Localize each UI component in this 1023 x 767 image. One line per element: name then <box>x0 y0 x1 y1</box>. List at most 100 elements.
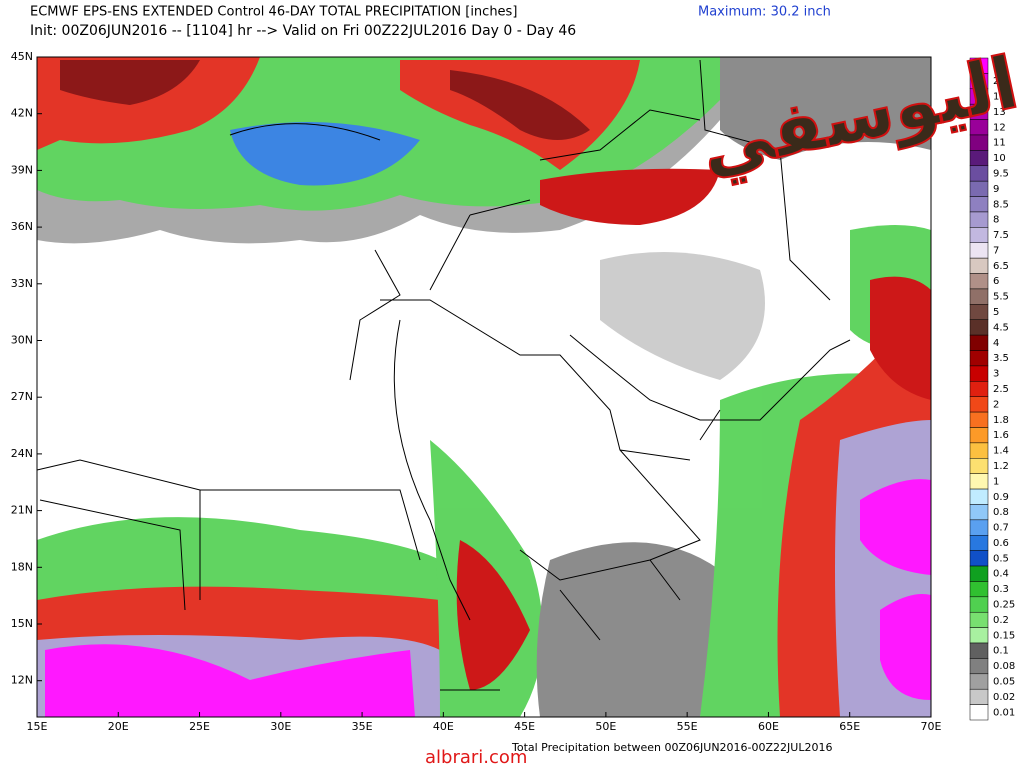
lon-labels: 15E 20E 25E 30E 35E 40E 45E 50E 55E 60E 65E 70E <box>27 712 941 733</box>
colorbar-label: 11 <box>993 138 1006 149</box>
colorbar-box <box>969 442 989 459</box>
colorbar-label: 0.2 <box>993 615 1009 626</box>
colorbar-label: 0.08 <box>993 661 1015 672</box>
lon-label: 25E <box>189 720 210 733</box>
colorbar-label: 0.01 <box>993 707 1015 718</box>
colorbar-box <box>969 596 989 613</box>
colorbar-box <box>969 658 989 675</box>
lat-label: 27N <box>11 390 33 403</box>
colorbar-box <box>969 458 989 474</box>
colorbar-box <box>969 180 989 197</box>
colorbar-label: 0.4 <box>993 569 1009 580</box>
colorbar-box <box>969 242 989 259</box>
colorbar-label: 7 <box>993 245 999 256</box>
colorbar-label: 10 <box>993 153 1006 164</box>
colorbar-label: 0.25 <box>993 600 1015 611</box>
colorbar-label: 1.8 <box>993 415 1009 426</box>
lon-label: 70E <box>920 720 941 733</box>
lon-label: 30E <box>270 720 291 733</box>
colorbar-label: 25 <box>993 61 1006 72</box>
colorbar-box <box>969 688 989 705</box>
colorbar-label: 3.5 <box>993 353 1009 364</box>
colorbar-label: 0.1 <box>993 646 1009 657</box>
lat-label: 36N <box>11 220 33 233</box>
colorbar-box <box>969 427 989 444</box>
colorbar-box <box>969 488 989 505</box>
colorbar-box <box>969 227 989 243</box>
colorbar-label: 1.4 <box>993 446 1009 457</box>
colorbar-box <box>969 473 989 490</box>
colorbar-box <box>969 704 989 721</box>
colorbar-box <box>969 673 989 690</box>
colorbar-label: 3 <box>993 369 999 380</box>
lat-label: 24N <box>11 447 33 460</box>
colorbar-box <box>969 642 989 659</box>
subtitle: Init: 00Z06JUN2016 -- [1104] hr --> Vali… <box>30 23 576 39</box>
colorbar-box <box>969 165 989 182</box>
colorbar-box <box>969 288 989 305</box>
colorbar-label: 5.5 <box>993 292 1009 303</box>
colorbar-box <box>969 134 989 151</box>
colorbar-label: 5 <box>993 307 999 318</box>
colorbar-label: 0.15 <box>993 630 1015 641</box>
lon-label: 20E <box>108 720 129 733</box>
lon-label: 60E <box>758 720 779 733</box>
colorbar-label: 0.02 <box>993 692 1015 703</box>
colorbar-box <box>969 211 989 228</box>
colorbar-box <box>969 411 989 428</box>
colorbar-label: 0.5 <box>993 553 1009 564</box>
colorbar-label: 1.2 <box>993 461 1009 472</box>
lat-label: 15N <box>11 617 33 630</box>
colorbar-box <box>969 535 989 551</box>
watermark: albrari.com <box>425 747 527 767</box>
colorbar-label: 0.8 <box>993 507 1009 518</box>
lon-label: 50E <box>595 720 616 733</box>
colorbar-box <box>969 504 989 521</box>
title: ECMWF EPS-ENS EXTENDED Control 46-DAY TO… <box>30 5 517 20</box>
colorbar-label: 4 <box>993 338 999 349</box>
lat-label: 45N <box>11 50 33 63</box>
lat-label: 39N <box>11 163 33 176</box>
lon-label: 35E <box>352 720 373 733</box>
colorbar-label: 15 <box>993 91 1006 102</box>
colorbar-box <box>969 381 989 397</box>
colorbar-box <box>969 150 989 167</box>
colorbar-label: 2 <box>993 399 999 410</box>
colorbar-box <box>969 396 989 413</box>
colorbar-box <box>969 581 989 598</box>
colorbar: 252015131211109.598.587.576.565.554.543.… <box>969 57 1015 721</box>
lon-label: 65E <box>839 720 860 733</box>
colorbar-label: 9.5 <box>993 168 1009 179</box>
lon-label: 15E <box>27 720 48 733</box>
colorbar-label: 1 <box>993 476 999 487</box>
colorbar-box <box>969 519 989 536</box>
lon-label: 40E <box>433 720 454 733</box>
colorbar-label: 12 <box>993 122 1006 133</box>
colorbar-label: 1.6 <box>993 430 1009 441</box>
lon-label: 45E <box>514 720 535 733</box>
colorbar-label: 0.3 <box>993 584 1009 595</box>
colorbar-label: 0.7 <box>993 523 1009 534</box>
colorbar-label: 2.5 <box>993 384 1009 395</box>
lat-label: 18N <box>11 560 33 573</box>
colorbar-label: 8.5 <box>993 199 1009 210</box>
colorbar-box <box>969 304 989 320</box>
colorbar-label: 20 <box>993 76 1006 87</box>
colorbar-box <box>969 350 989 367</box>
lon-label: 55E <box>677 720 698 733</box>
colorbar-label: 13 <box>993 107 1006 118</box>
lat-label: 33N <box>11 277 33 290</box>
colorbar-box <box>969 365 989 382</box>
colorbar-label: 6.5 <box>993 261 1009 272</box>
colorbar-box <box>969 565 989 582</box>
maximum: Maximum: 30.2 inch <box>698 5 831 20</box>
colorbar-label: 9 <box>993 184 999 195</box>
caption: Total Precipitation between 00Z06JUN2016… <box>511 741 832 754</box>
colorbar-box <box>969 550 989 567</box>
colorbar-box <box>969 319 989 336</box>
colorbar-box <box>969 611 989 628</box>
lat-labels: 45N 42N 39N 36N 33N 30N 27N 24N 21N 18N 15N 12N <box>11 50 42 687</box>
colorbar-box <box>969 196 989 213</box>
colorbar-label: 0.05 <box>993 677 1015 688</box>
